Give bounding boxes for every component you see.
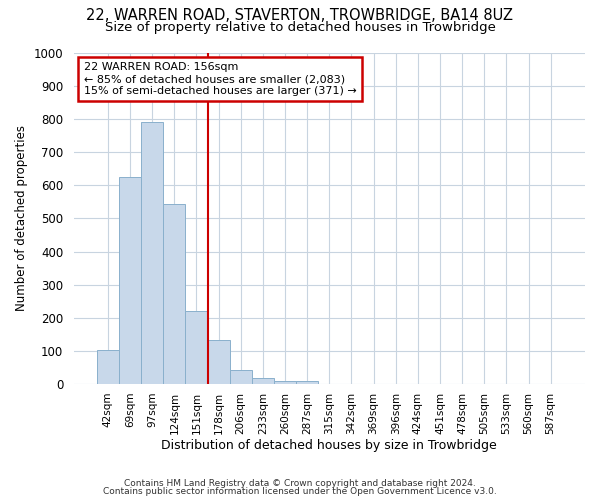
Bar (274, 381, 296, 384)
Text: Contains HM Land Registry data © Crown copyright and database right 2024.: Contains HM Land Registry data © Crown c… (124, 478, 476, 488)
Bar (141, 122, 163, 384)
Text: 22, WARREN ROAD, STAVERTON, TROWBRIDGE, BA14 8UZ: 22, WARREN ROAD, STAVERTON, TROWBRIDGE, … (86, 8, 514, 23)
Bar (97, 350, 119, 384)
Text: 22 WARREN ROAD: 156sqm
← 85% of detached houses are smaller (2,083)
15% of semi-: 22 WARREN ROAD: 156sqm ← 85% of detached… (84, 62, 356, 96)
Bar (296, 381, 318, 384)
Bar (208, 340, 230, 384)
Bar (252, 378, 274, 384)
Y-axis label: Number of detached properties: Number of detached properties (15, 126, 28, 312)
Text: Size of property relative to detached houses in Trowbridge: Size of property relative to detached ho… (104, 21, 496, 34)
Bar (119, 177, 141, 384)
Bar (230, 370, 252, 384)
X-axis label: Distribution of detached houses by size in Trowbridge: Distribution of detached houses by size … (161, 440, 497, 452)
Bar (163, 204, 185, 384)
Text: Contains public sector information licensed under the Open Government Licence v3: Contains public sector information licen… (103, 487, 497, 496)
Bar (185, 311, 208, 384)
